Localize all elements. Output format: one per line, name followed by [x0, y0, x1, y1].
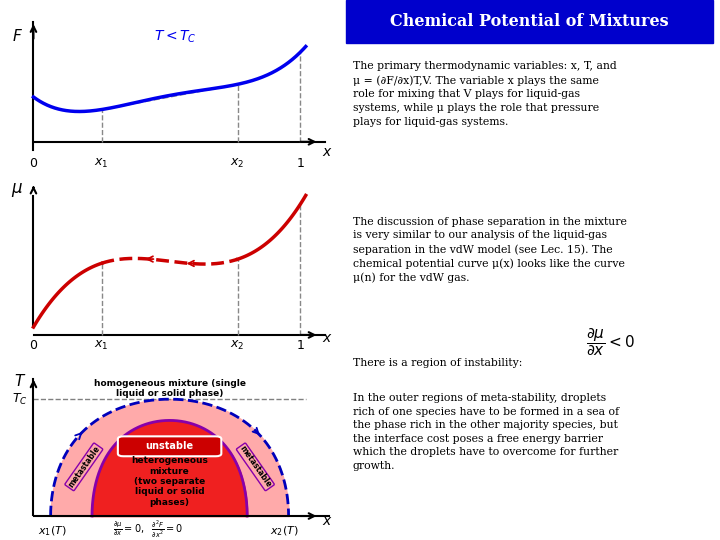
FancyBboxPatch shape	[118, 436, 221, 456]
Text: homogeneous mixture (single
liquid or solid phase): homogeneous mixture (single liquid or so…	[94, 379, 246, 398]
Text: $x_2$: $x_2$	[230, 339, 245, 352]
Text: $T{<}T_C$: $T{<}T_C$	[153, 28, 197, 45]
Text: $\dfrac{\partial\mu}{\partial x}<0$: $\dfrac{\partial\mu}{\partial x}<0$	[585, 326, 634, 358]
Text: $x_2(T)$: $x_2(T)$	[269, 524, 298, 538]
Text: $x_2$: $x_2$	[230, 157, 245, 170]
Text: $1$: $1$	[296, 157, 305, 170]
Text: $T$: $T$	[14, 373, 26, 389]
Text: $x_1$: $x_1$	[94, 157, 109, 170]
Text: There is a region of instability:: There is a region of instability:	[353, 358, 522, 368]
Text: The primary thermodynamic variables: x, T, and
μ = (∂F/∂x)T,V. The variable x pl: The primary thermodynamic variables: x, …	[353, 62, 617, 127]
Text: $x_1$: $x_1$	[94, 339, 109, 352]
Bar	[346, 0, 713, 43]
Text: $x_1(T)$: $x_1(T)$	[38, 524, 67, 538]
Text: $x$: $x$	[322, 514, 333, 528]
Text: $x$: $x$	[322, 145, 333, 159]
Text: $1$: $1$	[296, 339, 305, 352]
Text: $x$: $x$	[322, 330, 333, 345]
Text: In the outer regions of meta-stability, droplets
rich of one species have to be : In the outer regions of meta-stability, …	[353, 393, 619, 471]
Text: $0$: $0$	[29, 157, 38, 170]
Text: unstable: unstable	[145, 441, 194, 451]
Text: $\mu$: $\mu$	[11, 181, 23, 199]
Text: The discussion of phase separation in the mixture
is very similar to our analysi: The discussion of phase separation in th…	[353, 217, 627, 284]
Text: $T_C$: $T_C$	[12, 392, 27, 407]
Text: metastable: metastable	[66, 444, 102, 489]
Text: metastable: metastable	[238, 444, 273, 489]
Text: $F$: $F$	[12, 29, 22, 44]
Text: $0$: $0$	[29, 339, 38, 352]
Text: heterogeneous
mixture
(two separate
liquid or solid
phases): heterogeneous mixture (two separate liqu…	[131, 456, 208, 507]
Text: Chemical Potential of Mixtures: Chemical Potential of Mixtures	[390, 13, 668, 30]
Text: $\frac{\partial\mu}{\partial x}=0,\ \ \frac{\partial^2 F}{\partial x^2}=0$: $\frac{\partial\mu}{\partial x}=0,\ \ \f…	[112, 519, 183, 540]
